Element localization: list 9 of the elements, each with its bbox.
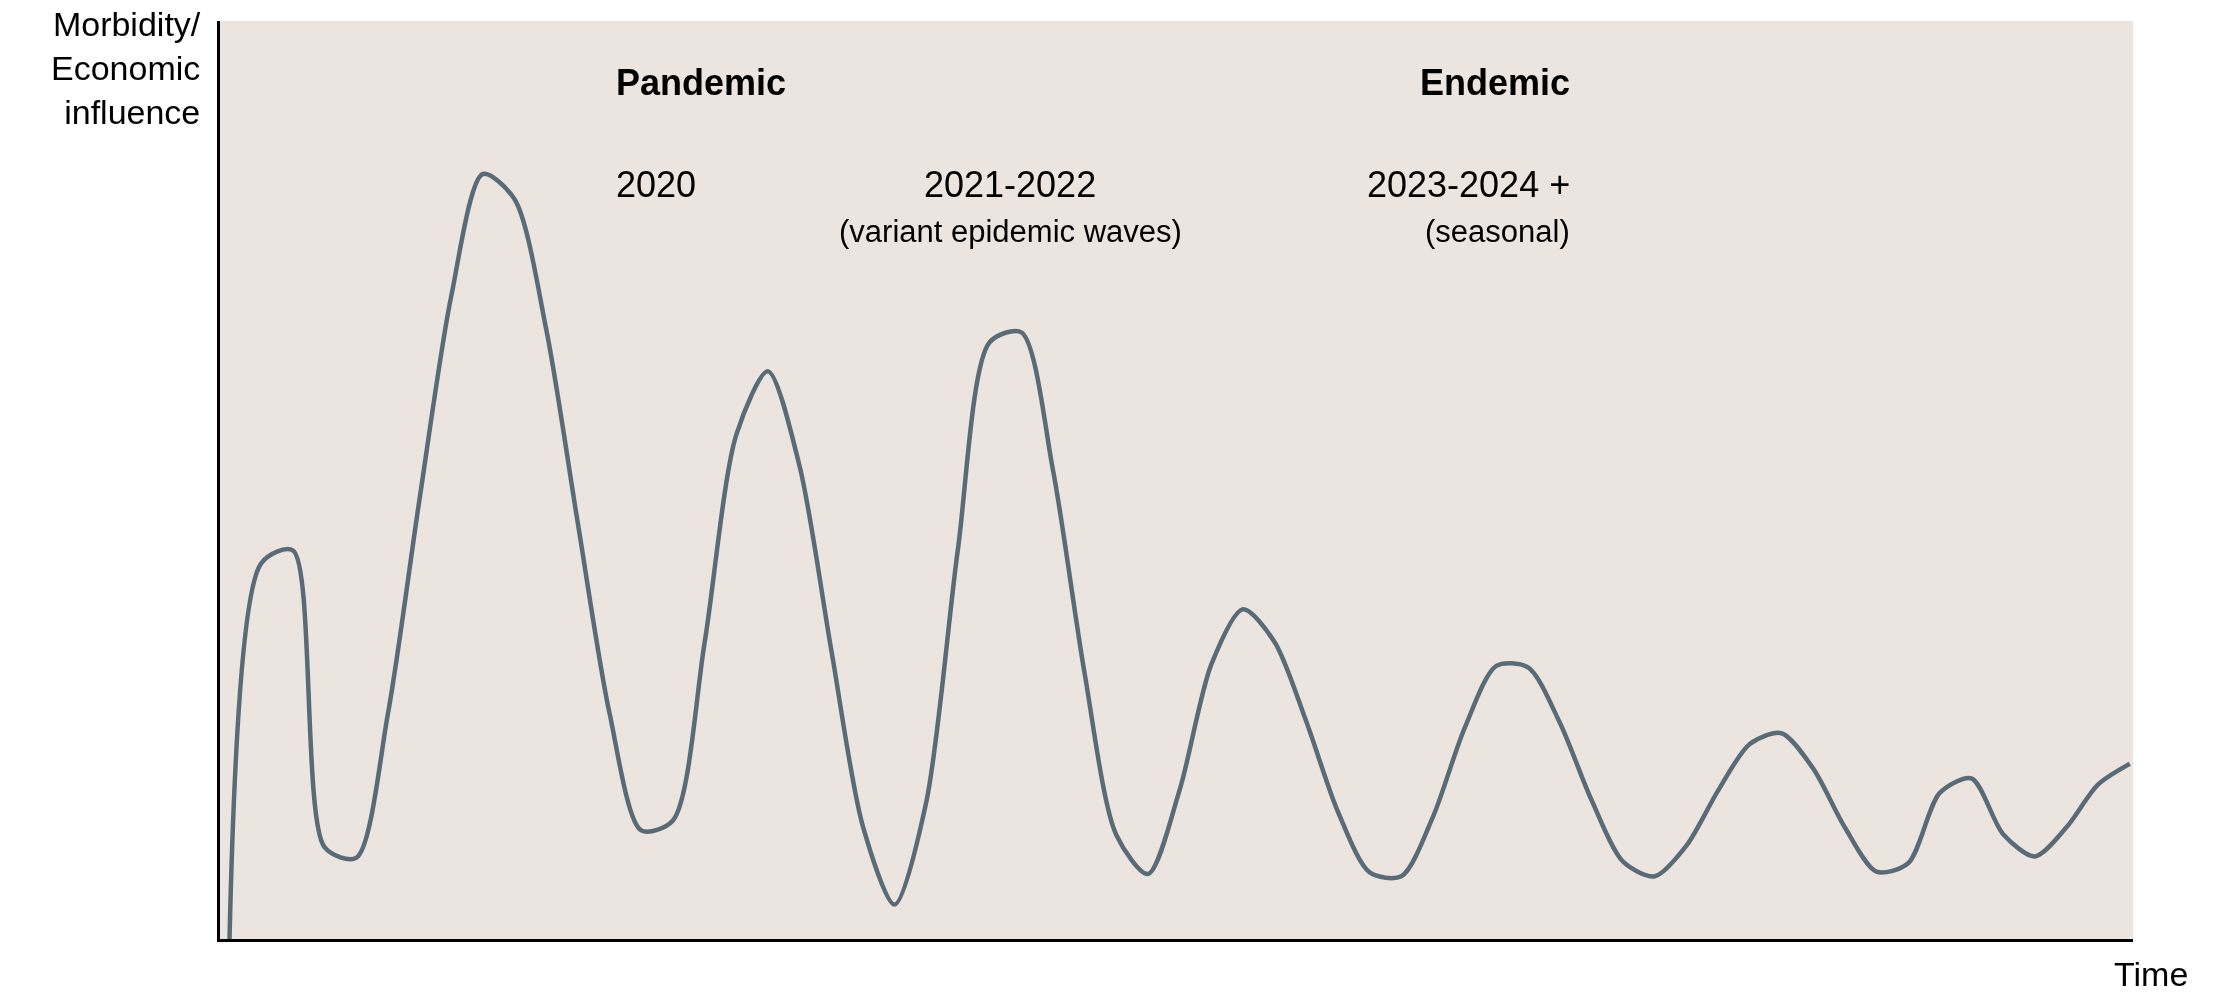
annotation: (seasonal): [1425, 214, 1570, 249]
annotation: 2023-2024 +: [1367, 164, 1571, 205]
annotation: 2021-2022: [924, 164, 1097, 205]
text: Pandemic: [616, 62, 787, 103]
annotation: (variant epidemic waves): [839, 214, 1182, 249]
text: Endemic: [1420, 62, 1571, 103]
y-axis-title: Morbidity/ Economic influence: [51, 5, 201, 132]
annotation: 2020: [616, 164, 697, 205]
x-axis-title: Time: [2114, 955, 2189, 993]
